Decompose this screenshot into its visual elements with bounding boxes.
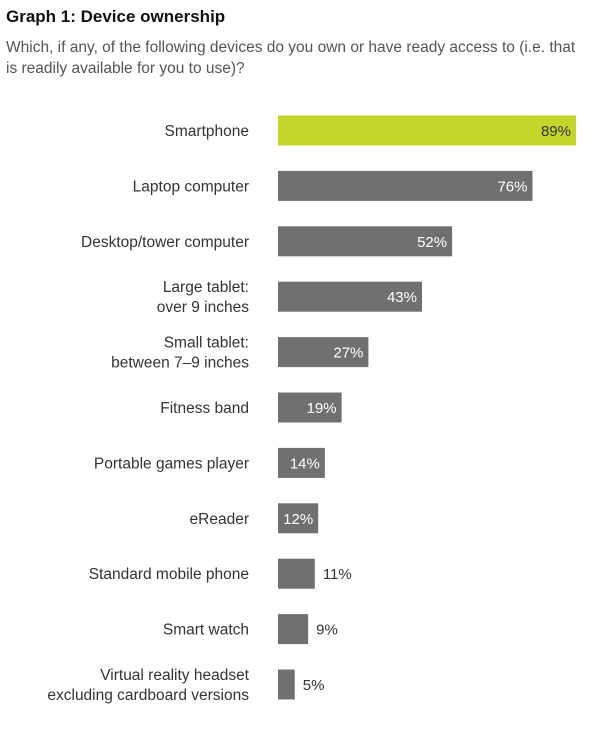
category-label-8-0: Standard mobile phone [89, 566, 249, 583]
category-label-4-1: between 7–9 inches [111, 355, 249, 372]
bar-1 [278, 170, 533, 201]
value-label-5: 19% [307, 400, 337, 417]
bar-3 [278, 281, 422, 312]
value-label-10: 5% [303, 677, 325, 694]
category-label-6-0: Portable games player [94, 455, 249, 472]
category-label-0-0: Smartphone [165, 123, 249, 140]
bar-7 [278, 503, 319, 534]
category-label-1-0: Laptop computer [133, 178, 249, 195]
category-label-7-0: eReader [190, 511, 249, 528]
category-label-9-0: Smart watch [163, 622, 249, 639]
value-label-2: 52% [417, 234, 447, 251]
category-label-4-0: Small tablet: [164, 335, 249, 352]
value-label-3: 43% [387, 289, 417, 306]
category-label-2-0: Desktop/tower computer [81, 234, 249, 251]
bar-5 [278, 392, 342, 423]
category-label-10-1: excluding cardboard versions [47, 687, 249, 704]
bar-10 [278, 669, 295, 700]
value-label-0: 89% [541, 123, 571, 140]
value-label-1: 76% [497, 178, 527, 195]
bar-chart: 89% Smartphone 76% Laptop computer 52% Deskto… [47, 115, 576, 704]
value-label-8: 11% [323, 566, 352, 583]
bar-4 [278, 337, 369, 368]
chart-subtitle: Which, if any, of the following devices … [6, 39, 576, 77]
category-label-5-0: Fitness band [160, 400, 249, 417]
category-label-10-0: Virtual reality headset [100, 667, 249, 684]
value-label-4: 27% [333, 345, 363, 362]
value-label-6: 14% [290, 455, 320, 472]
bar-8 [278, 558, 315, 589]
bar-0 [278, 115, 576, 146]
bar-6 [278, 447, 325, 478]
category-label-3-0: Large tablet: [163, 279, 249, 296]
category-label-3-1: over 9 inches [157, 299, 249, 316]
bar-2 [278, 226, 453, 257]
value-label-9: 9% [316, 622, 338, 639]
bar-9 [278, 614, 309, 645]
chart-title: Graph 1: Device ownership [6, 7, 226, 26]
value-label-7: 12% [283, 511, 313, 528]
